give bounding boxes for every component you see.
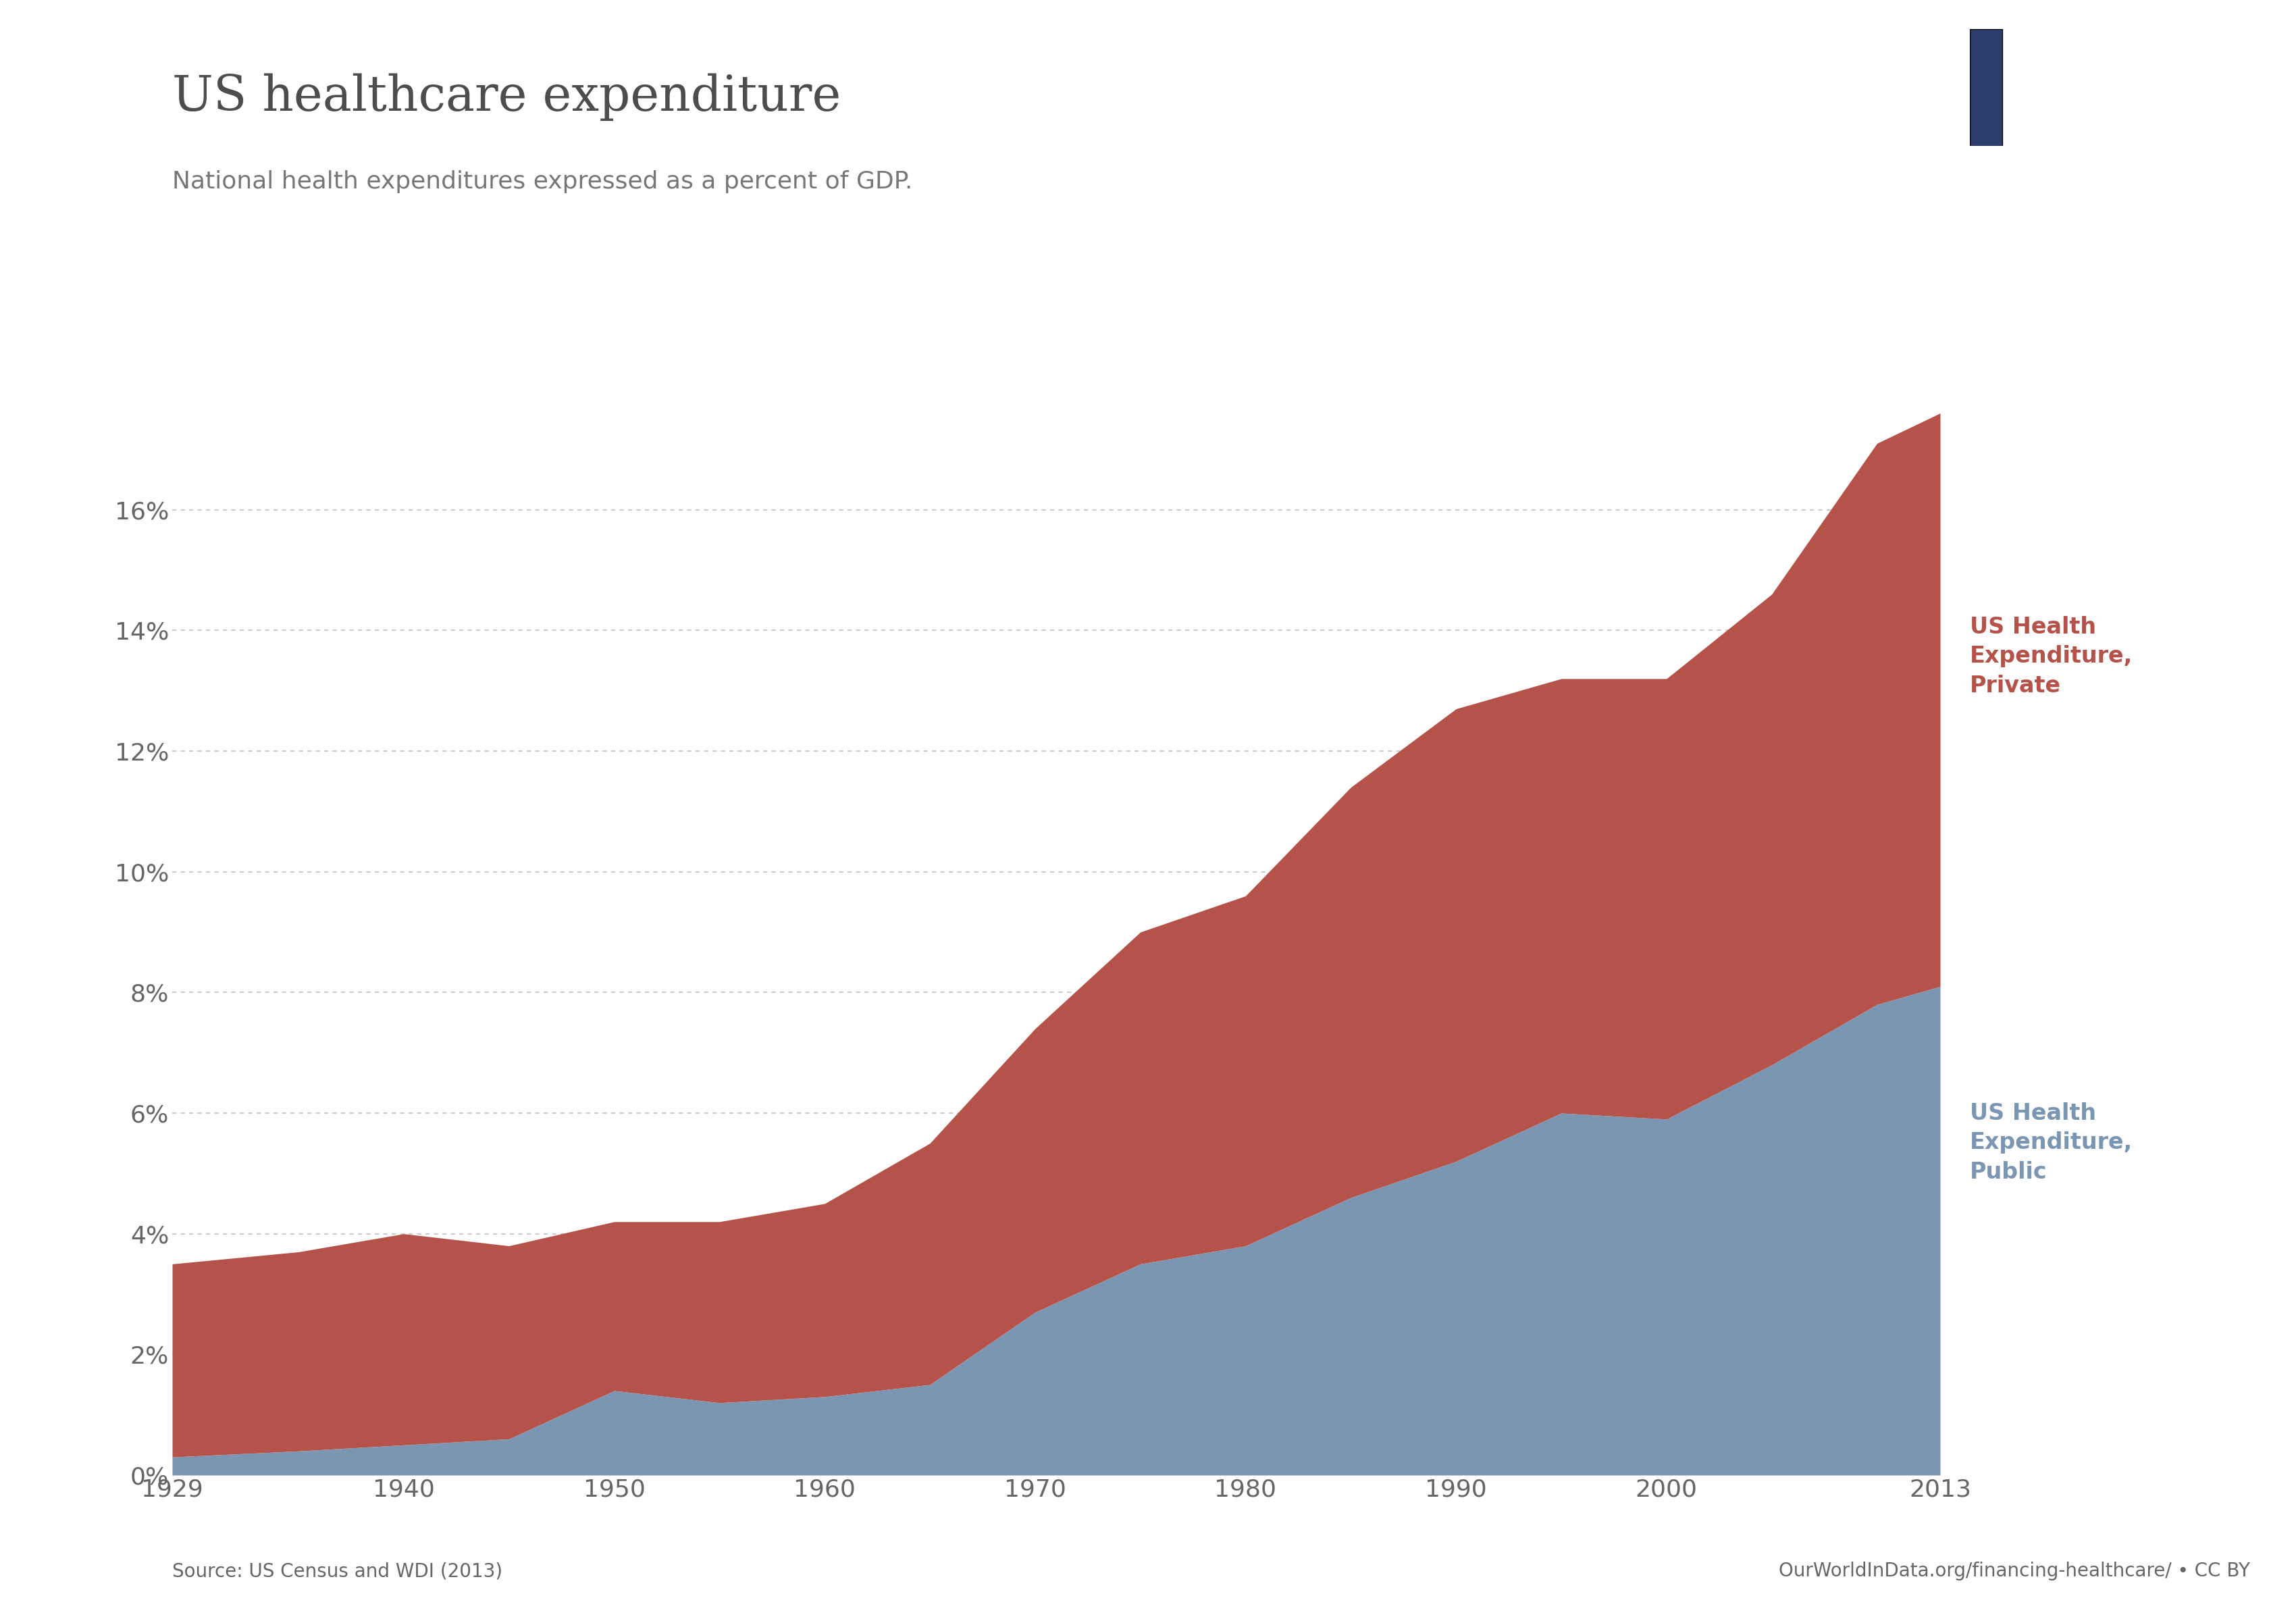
Text: US Health
Expenditure,
Public: US Health Expenditure, Public bbox=[1970, 1102, 2133, 1183]
Text: US healthcare expenditure: US healthcare expenditure bbox=[172, 73, 840, 120]
Text: Our World
in Data: Our World in Data bbox=[2071, 63, 2179, 109]
Text: US Health
Expenditure,
Private: US Health Expenditure, Private bbox=[1970, 616, 2133, 697]
Text: OurWorldInData.org/financing-healthcare/ • CC BY: OurWorldInData.org/financing-healthcare/… bbox=[1779, 1561, 2250, 1580]
FancyBboxPatch shape bbox=[1970, 29, 2002, 146]
Text: Source: US Census and WDI (2013): Source: US Census and WDI (2013) bbox=[172, 1561, 503, 1580]
Text: National health expenditures expressed as a percent of GDP.: National health expenditures expressed a… bbox=[172, 170, 912, 193]
